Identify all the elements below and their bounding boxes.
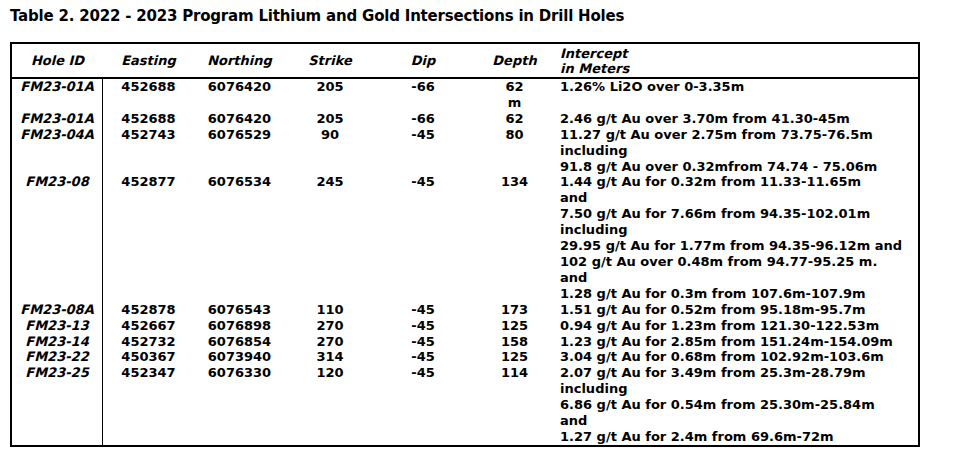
cell-strike: 90 [285, 127, 375, 175]
cell-northing: 6076534 [194, 174, 285, 301]
column-header-easting: Easting [103, 53, 194, 68]
cell-intercept: 0.94 g/t Au for 1.23m from 121.30-122.53… [558, 318, 918, 334]
table-header-row: Hole ID Easting Northing Strike Dip Dept… [12, 44, 918, 79]
cell-strike: 110 [285, 302, 375, 318]
cell-dip: -45 [375, 318, 471, 334]
table-row: FM23-08A 452878 6076543 110 -45 173 1.51… [12, 302, 918, 318]
cell-strike: 205 [285, 111, 375, 127]
cell-depth: 173 [471, 302, 558, 318]
cell-intercept: 3.04 g/t Au for 0.68m from 102.92m-103.6… [558, 349, 918, 365]
column-header-intercept: Intercept in Meters [558, 46, 918, 76]
cell-depth: 158 [471, 334, 558, 350]
cell-hole-id: FM23-14 [12, 334, 103, 350]
cell-northing: 6076330 [194, 365, 285, 445]
table-title: Table 2. 2022 - 2023 Program Lithium and… [10, 7, 624, 25]
cell-intercept: 2.07 g/t Au for 3.49m from 25.3m-28.79m … [558, 365, 918, 445]
cell-depth: 80 [471, 127, 558, 175]
cell-northing: 6076420 [194, 111, 285, 127]
cell-easting: 452667 [103, 318, 194, 334]
cell-depth: 114 [471, 365, 558, 445]
cell-intercept: 2.46 g/t Au over 3.70m from 41.30-45m [558, 111, 918, 127]
cell-easting: 452347 [103, 365, 194, 445]
table-body: FM23-01A 452688 6076420 205 -66 62 m 1.2… [12, 79, 918, 445]
cell-strike: 120 [285, 365, 375, 445]
cell-hole-id: FM23-08A [12, 302, 103, 318]
cell-easting: 452877 [103, 174, 194, 301]
cell-easting: 452732 [103, 334, 194, 350]
drill-intersections-table: Hole ID Easting Northing Strike Dip Dept… [10, 42, 920, 447]
cell-depth: 62 m [471, 79, 558, 111]
cell-strike: 245 [285, 174, 375, 301]
cell-hole-id: FM23-08 [12, 174, 103, 301]
cell-intercept: 1.51 g/t Au for 0.52m from 95.18m-95.7m [558, 302, 918, 318]
cell-northing: 6076420 [194, 79, 285, 111]
cell-easting: 452743 [103, 127, 194, 175]
cell-intercept: 11.27 g/t Au over 2.75m from 73.75-76.5m… [558, 127, 918, 175]
cell-northing: 6076543 [194, 302, 285, 318]
cell-dip: -45 [375, 334, 471, 350]
cell-depth: 125 [471, 349, 558, 365]
cell-dip: -66 [375, 79, 471, 111]
cell-strike: 205 [285, 79, 375, 111]
cell-easting: 452688 [103, 111, 194, 127]
cell-hole-id: FM23-04A [12, 127, 103, 175]
cell-hole-id: FM23-01A [12, 79, 103, 111]
cell-northing: 6073940 [194, 349, 285, 365]
cell-dip: -45 [375, 349, 471, 365]
cell-easting: 450367 [103, 349, 194, 365]
table-row: FM23-22 450367 6073940 314 -45 125 3.04 … [12, 349, 918, 365]
column-header-depth: Depth [471, 53, 558, 68]
cell-easting: 452878 [103, 302, 194, 318]
table-row: FM23-04A 452743 6076529 90 -45 80 11.27 … [12, 127, 918, 175]
cell-hole-id: FM23-01A [12, 111, 103, 127]
column-header-hole-id: Hole ID [12, 53, 103, 68]
cell-depth: 62 [471, 111, 558, 127]
table-row: FM23-25 452347 6076330 120 -45 114 2.07 … [12, 365, 918, 445]
cell-dip: -45 [375, 302, 471, 318]
column-header-northing: Northing [194, 53, 285, 68]
table-row: FM23-01A 452688 6076420 205 -66 62 m 1.2… [12, 79, 918, 111]
table-row: FM23-13 452667 6076898 270 -45 125 0.94 … [12, 318, 918, 334]
cell-depth: 125 [471, 318, 558, 334]
cell-depth: 134 [471, 174, 558, 301]
column-header-strike: Strike [285, 53, 375, 68]
cell-intercept: 1.23 g/t Au for 2.85m from 151.24m-154.0… [558, 334, 918, 350]
cell-intercept: 1.26% Li2O over 0-3.35m [558, 79, 918, 111]
table-row: FM23-08 452877 6076534 245 -45 134 1.44 … [12, 174, 918, 301]
cell-dip: -45 [375, 127, 471, 175]
cell-strike: 270 [285, 334, 375, 350]
cell-northing: 6076529 [194, 127, 285, 175]
cell-hole-id: FM23-13 [12, 318, 103, 334]
cell-strike: 270 [285, 318, 375, 334]
cell-intercept: 1.44 g/t Au for 0.32m from 11.33-11.65m … [558, 174, 918, 301]
table-row: FM23-14 452732 6076854 270 -45 158 1.23 … [12, 334, 918, 350]
cell-easting: 452688 [103, 79, 194, 111]
cell-strike: 314 [285, 349, 375, 365]
cell-dip: -45 [375, 365, 471, 445]
cell-hole-id: FM23-22 [12, 349, 103, 365]
cell-dip: -45 [375, 174, 471, 301]
cell-hole-id: FM23-25 [12, 365, 103, 445]
cell-northing: 6076854 [194, 334, 285, 350]
cell-dip: -66 [375, 111, 471, 127]
table-row: FM23-01A 452688 6076420 205 -66 62 2.46 … [12, 111, 918, 127]
column-header-dip: Dip [375, 53, 471, 68]
cell-northing: 6076898 [194, 318, 285, 334]
